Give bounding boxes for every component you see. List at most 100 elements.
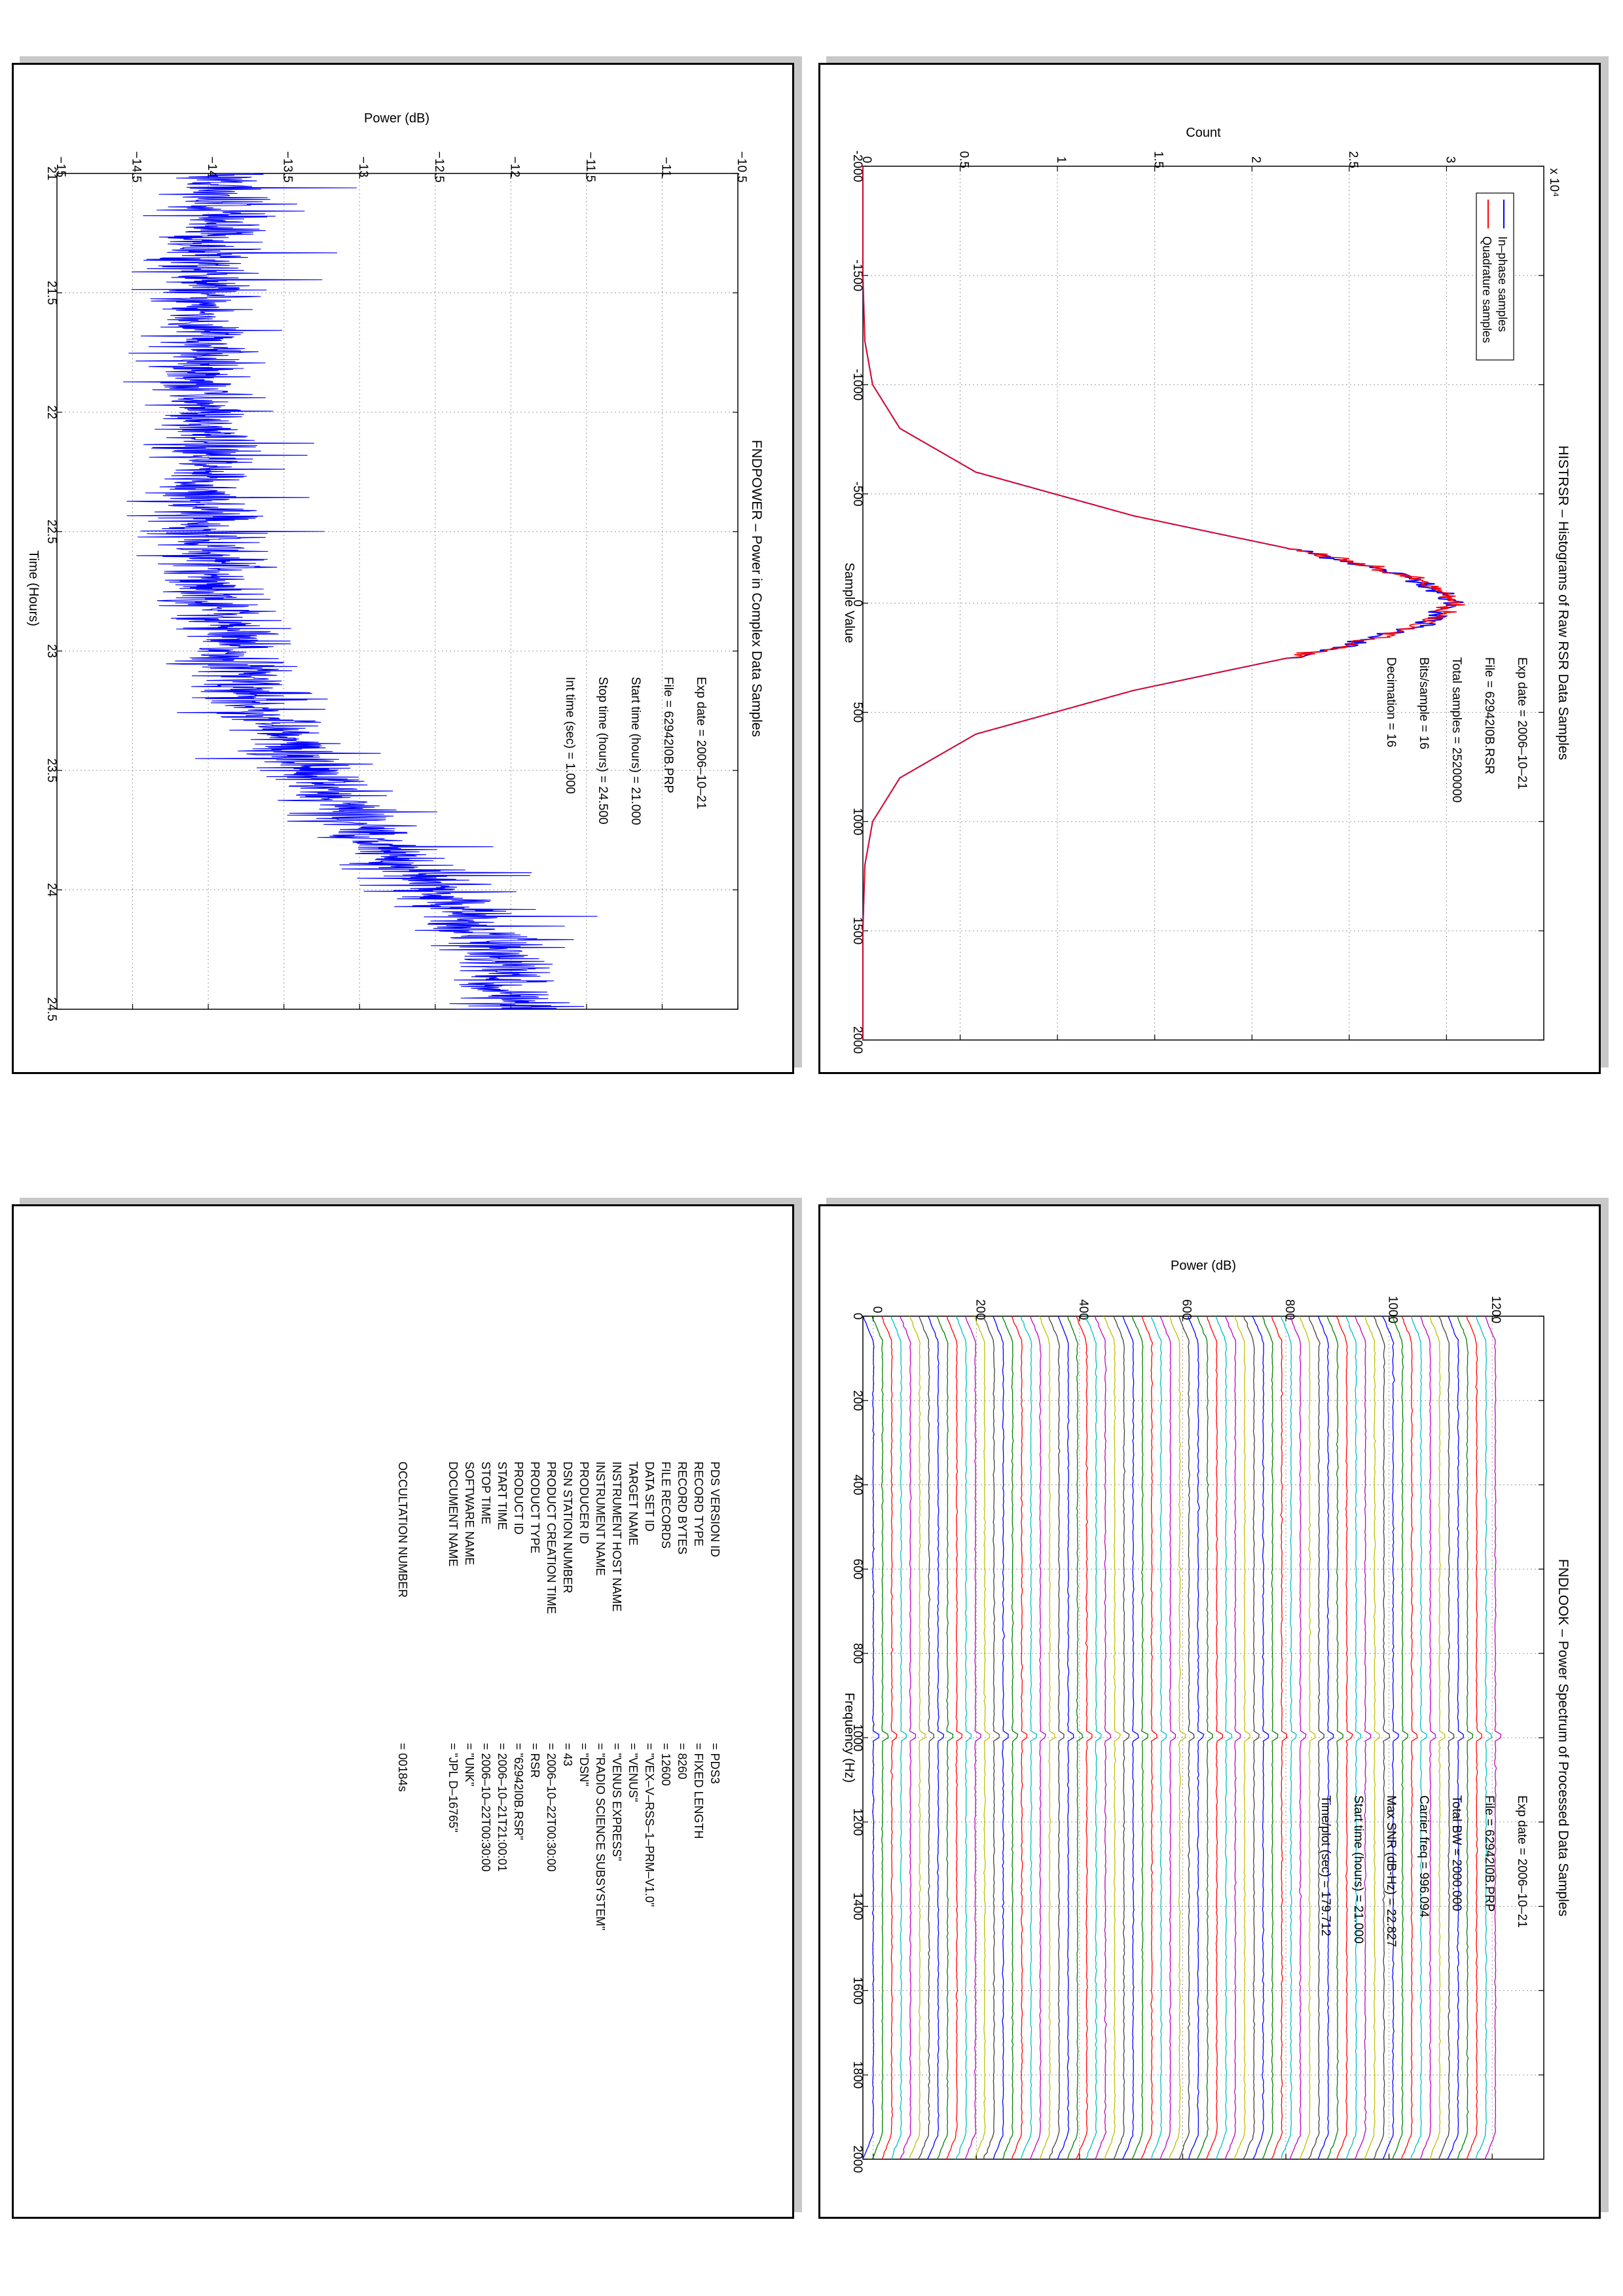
spectrum-x-ticks: 0 200 400 600 800 1000 1200 1400 1600 1800 2000 (850, 1313, 1544, 2173)
label-key: INSTRUMENT NAME (594, 1462, 607, 1576)
spectrum-line (1391, 1316, 1408, 2160)
histogram-y-multiplier: x 10⁴ (1547, 168, 1561, 197)
x-tick-label: -500 (850, 482, 864, 507)
power-y-label: Power (dB) (364, 111, 429, 126)
spectrum-line (1020, 1316, 1038, 2160)
spectrum-line (1002, 1316, 1019, 2160)
label-value: = "VEX–V–RSS–1–PRM–V1.0" (643, 1743, 656, 1907)
pds-label-panel: PDS VERSION ID = PDS3 RECORD TYPE = FIXED L… (12, 1204, 794, 2219)
spectrum-line (1103, 1316, 1121, 2160)
spectrum-line (1169, 1316, 1186, 2160)
x-tick-label: 21.5 (45, 281, 58, 305)
power-ann-file: File = 62942I0B.PRP (661, 677, 675, 793)
y-tick-label: 800 (1283, 1299, 1296, 1320)
x-tick-label: 21 (45, 166, 58, 180)
spectrum-line (993, 1316, 1009, 2160)
label-key: DATA SET ID (643, 1462, 656, 1532)
x-tick-label: -1000 (850, 368, 864, 401)
hist-ann-total-samples: Total samples = 25200000 (1450, 657, 1463, 802)
label-value: = RSR (528, 1743, 541, 1778)
y-tick-label: −12 (507, 156, 521, 177)
spectrum-line (1094, 1316, 1112, 2160)
spectrum-line (1410, 1316, 1427, 2160)
spectrum-line (1233, 1316, 1250, 2160)
spectrum-line (1447, 1316, 1464, 2160)
spectrum-line (1150, 1316, 1167, 2160)
spectrum-line (1196, 1316, 1213, 2160)
spectrum-line (1475, 1316, 1492, 2160)
power-line (122, 173, 598, 1010)
label-key: PRODUCT TYPE (528, 1462, 541, 1553)
y-tick-label: −14.5 (130, 151, 143, 183)
power-chart: 21 21.5 22 22.5 23 23.5 24 24.5 −15 −14.5 −14 −13.… (26, 111, 764, 1021)
label-value: = 2006–10–22T00:30:00 (479, 1743, 492, 1872)
spectrum-line (1466, 1316, 1483, 2160)
power-ann-exp-date: Exp date = 2006–10–21 (694, 677, 708, 809)
y-tick-label: 200 (973, 1299, 987, 1320)
y-tick-label: 1000 (1386, 1296, 1400, 1323)
spectrum-line (1457, 1316, 1474, 2160)
label-key: PRODUCT ID (512, 1462, 525, 1535)
x-tick-label: 400 (850, 1475, 864, 1496)
spectrum-grid (863, 1316, 1544, 2160)
spectrum-line (1122, 1316, 1139, 2160)
spectrum-line (1438, 1316, 1455, 2160)
spectrum-line (983, 1316, 1000, 2160)
label-value: = "VENUS EXPRESS" (610, 1743, 623, 1861)
label-value: = 43 (561, 1743, 574, 1767)
hist-ann-bits-sample: Bits/sample = 16 (1417, 657, 1431, 749)
power-title: FNDPOWER – Power in Complex Data Samples (749, 440, 764, 737)
label-key: TARGET NAME (627, 1462, 640, 1545)
x-tick-label: 22.5 (45, 520, 58, 544)
y-tick-label: −12.5 (432, 151, 446, 183)
label-key: FILE RECORDS (659, 1462, 672, 1549)
power-ann-int-time: Int time (sec) = 1.000 (563, 677, 577, 794)
y-tick-label: −13.5 (281, 151, 295, 183)
spectrum-line (1140, 1316, 1158, 2160)
legend-box (1476, 192, 1514, 361)
spectrum-line (1262, 1316, 1279, 2160)
spectrum-line (1039, 1316, 1055, 2160)
spectrum-line (964, 1316, 981, 2160)
label-value: = PDS3 (708, 1743, 721, 1784)
spectrum-line (1271, 1316, 1288, 2160)
spectrum-y-label: Power (dB) (1171, 1259, 1236, 1273)
legend-label-quadrature: Quadrature samples (1480, 236, 1493, 343)
spectrum-line (918, 1316, 934, 2160)
histogram-title: HISTRSR – Histograms of Raw RSR Data Sam… (1556, 446, 1571, 761)
spectrum-line (1326, 1316, 1343, 2160)
label-value-occultation: = 00184s (396, 1743, 409, 1792)
x-tick-label: 2000 (850, 1026, 864, 1054)
power-annotations: Exp date = 2006–10–21 File = 62942I0B.PR… (563, 677, 708, 825)
spectrum-line (1067, 1316, 1084, 2160)
label-key: INSTRUMENT HOST NAME (610, 1462, 623, 1611)
label-key: DSN STATION NUMBER (561, 1462, 574, 1593)
spectrum-line (1076, 1316, 1093, 2160)
spectrum-line (1187, 1316, 1205, 2160)
histogram-line-inphase (862, 166, 1464, 1040)
x-tick-label: 800 (850, 1643, 864, 1664)
spectrum-line (862, 1316, 879, 2160)
label-key: PDS VERSION ID (708, 1462, 721, 1557)
label-key: RECORD TYPE (692, 1462, 705, 1547)
x-tick-label: 24 (45, 883, 58, 897)
x-tick-label: -2000 (850, 151, 864, 183)
spectrum-line (1113, 1316, 1130, 2160)
power-y-ticks: −15 −14.5 −14 −13.5 −13 −12.5 −12 −11.5 −11 −10.5 (54, 151, 748, 1009)
spectrum-line (1057, 1316, 1074, 2160)
y-tick-label: −10.5 (735, 151, 748, 183)
histogram-x-label: Sample Value (842, 562, 856, 643)
x-tick-label: 23.5 (45, 759, 58, 783)
spectrum-line (1011, 1316, 1028, 2160)
y-tick-label: 1 (1054, 156, 1068, 164)
spectrum-line (1048, 1316, 1065, 2160)
spectrum-series (862, 1316, 1502, 2160)
power-series (122, 173, 598, 1010)
label-value: = "VENUS" (627, 1743, 640, 1802)
spectrum-line (1280, 1316, 1297, 2160)
pds-label-rows: PDS VERSION ID = PDS3 RECORD TYPE = FIXED L… (396, 1462, 721, 1930)
label-key: STOP TIME (479, 1462, 492, 1524)
spec-ann-total-bw: Total BW = 2000.000 (1450, 1795, 1463, 1911)
spectrum-line (945, 1316, 963, 2160)
x-tick-label: 23 (45, 644, 58, 658)
